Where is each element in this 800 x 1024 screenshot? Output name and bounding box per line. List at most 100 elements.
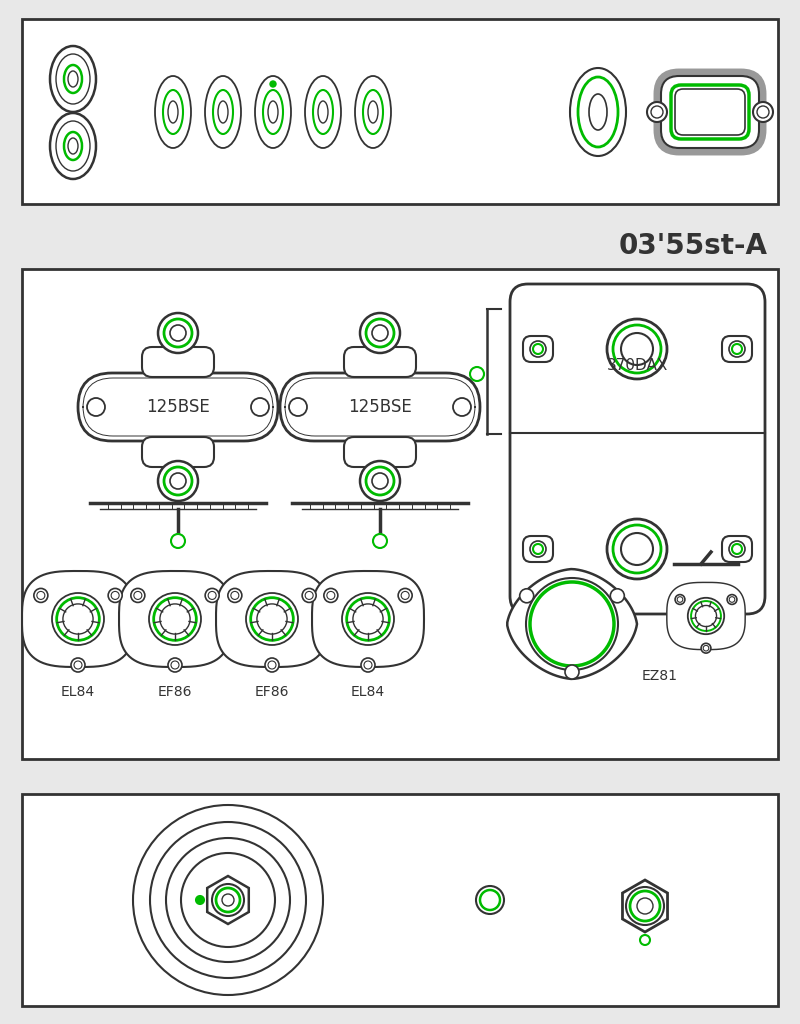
Circle shape: [691, 601, 721, 631]
Circle shape: [246, 593, 298, 645]
Ellipse shape: [268, 101, 278, 123]
Circle shape: [71, 658, 85, 672]
Ellipse shape: [305, 76, 341, 148]
Polygon shape: [22, 571, 134, 667]
Circle shape: [171, 662, 179, 669]
Circle shape: [250, 598, 294, 640]
Text: EZ81: EZ81: [642, 669, 678, 683]
Circle shape: [346, 598, 390, 640]
Text: 125BSE: 125BSE: [146, 398, 210, 416]
Circle shape: [640, 935, 650, 945]
Circle shape: [302, 589, 316, 602]
Circle shape: [647, 102, 667, 122]
Circle shape: [149, 593, 201, 645]
Ellipse shape: [163, 90, 183, 134]
Circle shape: [651, 106, 663, 118]
Ellipse shape: [355, 76, 391, 148]
Polygon shape: [507, 569, 637, 679]
Circle shape: [133, 805, 323, 995]
Bar: [22, 794, 778, 1006]
Polygon shape: [667, 583, 746, 649]
Circle shape: [52, 593, 104, 645]
Circle shape: [158, 461, 198, 501]
Ellipse shape: [578, 77, 618, 147]
Circle shape: [732, 544, 742, 554]
Circle shape: [63, 604, 93, 634]
Circle shape: [366, 467, 394, 495]
Circle shape: [621, 534, 653, 565]
Circle shape: [205, 589, 219, 602]
FancyBboxPatch shape: [510, 284, 765, 614]
Circle shape: [289, 398, 307, 416]
Circle shape: [732, 344, 742, 354]
Circle shape: [37, 592, 45, 599]
Circle shape: [111, 592, 119, 599]
Circle shape: [166, 838, 290, 962]
Text: 370DAX: 370DAX: [607, 358, 668, 373]
Ellipse shape: [168, 101, 178, 123]
Circle shape: [530, 541, 546, 557]
Circle shape: [366, 319, 394, 347]
Ellipse shape: [589, 94, 607, 130]
FancyBboxPatch shape: [280, 373, 480, 441]
Circle shape: [757, 106, 769, 118]
Circle shape: [34, 589, 48, 602]
Polygon shape: [119, 571, 231, 667]
Circle shape: [181, 853, 275, 947]
Circle shape: [401, 592, 409, 599]
Circle shape: [361, 658, 375, 672]
Circle shape: [353, 604, 383, 634]
FancyBboxPatch shape: [722, 536, 752, 562]
Circle shape: [108, 589, 122, 602]
Circle shape: [688, 598, 724, 634]
Circle shape: [637, 898, 653, 914]
Circle shape: [621, 333, 653, 365]
Circle shape: [530, 341, 546, 357]
Circle shape: [134, 592, 142, 599]
Text: EL84: EL84: [61, 685, 95, 699]
Circle shape: [170, 473, 186, 489]
Circle shape: [398, 589, 412, 602]
Circle shape: [607, 519, 667, 579]
Ellipse shape: [255, 76, 291, 148]
Ellipse shape: [68, 138, 78, 154]
FancyBboxPatch shape: [523, 536, 553, 562]
Circle shape: [607, 319, 667, 379]
Circle shape: [729, 541, 745, 557]
FancyBboxPatch shape: [523, 336, 553, 362]
Circle shape: [228, 589, 242, 602]
FancyBboxPatch shape: [661, 76, 759, 148]
Circle shape: [373, 534, 387, 548]
FancyBboxPatch shape: [83, 378, 273, 436]
Text: EL84: EL84: [351, 685, 385, 699]
Ellipse shape: [313, 90, 333, 134]
Circle shape: [87, 398, 105, 416]
Circle shape: [171, 534, 185, 548]
Circle shape: [196, 896, 204, 904]
Ellipse shape: [56, 54, 90, 104]
Circle shape: [305, 592, 313, 599]
Circle shape: [453, 398, 471, 416]
Ellipse shape: [218, 101, 228, 123]
Circle shape: [231, 592, 239, 599]
Circle shape: [729, 341, 745, 357]
Ellipse shape: [368, 101, 378, 123]
FancyBboxPatch shape: [78, 373, 278, 441]
Circle shape: [533, 344, 543, 354]
Circle shape: [324, 589, 338, 602]
Circle shape: [695, 605, 717, 627]
Circle shape: [150, 822, 306, 978]
Circle shape: [268, 662, 276, 669]
Ellipse shape: [64, 65, 82, 93]
Circle shape: [526, 578, 618, 670]
Polygon shape: [622, 880, 667, 932]
Circle shape: [251, 398, 269, 416]
Ellipse shape: [318, 101, 328, 123]
Circle shape: [360, 461, 400, 501]
Circle shape: [168, 658, 182, 672]
Ellipse shape: [363, 90, 383, 134]
Circle shape: [131, 589, 145, 602]
Circle shape: [327, 592, 335, 599]
Circle shape: [675, 595, 685, 604]
Circle shape: [208, 592, 216, 599]
